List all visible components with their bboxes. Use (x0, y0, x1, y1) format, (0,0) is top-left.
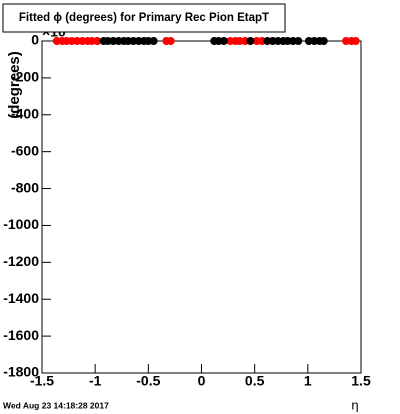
x-tick-label: -1.5 (30, 373, 54, 389)
point (351, 37, 360, 45)
point (166, 37, 175, 45)
point (149, 37, 158, 45)
point (219, 37, 228, 45)
x-tick-label: 0 (198, 373, 206, 389)
y-tick-label: -400 (11, 105, 39, 121)
point (294, 37, 303, 45)
y-tick-label: -1400 (3, 290, 39, 306)
x-tick-label: 1 (304, 373, 312, 389)
y-tick-label: -1000 (3, 216, 39, 232)
y-tick-label: -800 (11, 179, 39, 195)
y-tick-label: -200 (11, 69, 39, 85)
x-tick-label: -1 (89, 373, 102, 389)
y-tick-label: -1800 (3, 364, 39, 380)
title-box (2, 3, 286, 33)
y-axis-title: (degrees) (6, 51, 23, 119)
x-tick-label: -0.5 (136, 373, 160, 389)
y-tick-label: 0 (31, 32, 39, 48)
y-tick-label: -600 (11, 142, 39, 158)
x-axis-title: η (351, 397, 358, 412)
chart-title: Fitted ϕ (degrees) for Primary Rec Pion … (19, 12, 269, 24)
y-tick-label: -1600 (3, 327, 39, 343)
footer: Wed Aug 23 14:18:28 2017 (3, 400, 109, 410)
point (319, 37, 328, 45)
point (93, 37, 102, 45)
frame (41, 40, 362, 374)
x-tick-label: 0.5 (245, 373, 265, 389)
point (246, 37, 255, 45)
x-tick-label: 1.5 (351, 373, 371, 389)
y-tick-label: -1200 (3, 253, 39, 269)
